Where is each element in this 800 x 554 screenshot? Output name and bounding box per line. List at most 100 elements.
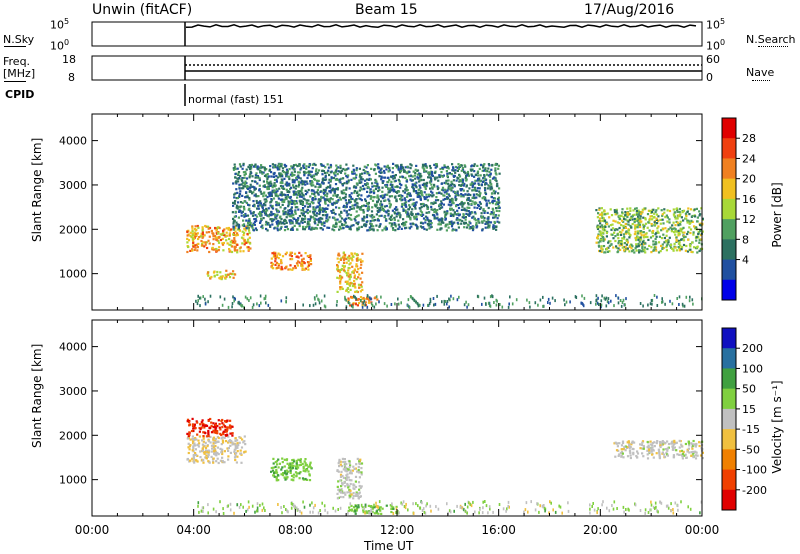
echo-cell [688, 213, 691, 216]
echo-cell [630, 247, 633, 250]
echo-cell [416, 169, 420, 172]
echo-cell [430, 177, 433, 180]
ground-scatter-cell [285, 300, 287, 304]
echo-cell [658, 451, 661, 455]
echo-cell [660, 209, 663, 212]
echo-cell [241, 224, 244, 227]
echo-cell [191, 225, 194, 228]
echo-cell [454, 196, 457, 199]
echo-cell [234, 172, 237, 176]
echo-cell [289, 471, 292, 474]
echo-cell [277, 252, 280, 255]
echo-cell [460, 208, 463, 211]
echo-cell [402, 190, 405, 193]
ground-scatter-cell [443, 299, 446, 303]
freq-left-tick-bottom: 8 [68, 71, 75, 84]
echo-cell [497, 199, 500, 202]
echo-cell [205, 241, 208, 244]
echo-cell [635, 249, 638, 252]
echo-cell [289, 195, 292, 199]
echo-cell [446, 189, 449, 192]
echo-cell [473, 218, 476, 221]
echo-cell [236, 233, 239, 237]
echo-cell [477, 220, 480, 223]
echo-cell [681, 227, 684, 230]
echo-cell [360, 462, 364, 465]
echo-cell [344, 221, 347, 224]
echo-cell [207, 460, 210, 463]
echo-cell [648, 209, 651, 213]
ground-scatter-cell [450, 294, 452, 298]
station-title: Unwin (fitACF) [92, 2, 193, 18]
echo-cell [200, 232, 203, 236]
echo-cell [444, 225, 447, 228]
echo-cell [332, 211, 336, 214]
ground-scatter-cell [231, 305, 233, 309]
echo-cell [383, 171, 386, 174]
echo-cell [422, 205, 425, 208]
echo-cell [233, 193, 236, 196]
echo-cell [616, 221, 619, 224]
echo-cell [463, 182, 466, 185]
ground-scatter-cell [323, 294, 326, 298]
echo-cell [407, 214, 410, 217]
ground-scatter-cell [607, 297, 610, 301]
echo-cell [414, 184, 417, 187]
echo-cell [346, 473, 349, 476]
echo-cell [637, 249, 641, 252]
echo-cell [654, 241, 657, 244]
echo-cell [624, 247, 627, 250]
echo-cell [645, 232, 648, 235]
echo-cell [601, 226, 604, 229]
echo-cell [348, 257, 351, 260]
echo-cell [668, 221, 671, 224]
echo-cell [490, 183, 493, 186]
echo-cell [619, 233, 623, 236]
echo-cell [480, 183, 483, 186]
echo-cell [383, 215, 386, 218]
echo-cell [302, 261, 305, 264]
echo-cell [496, 197, 500, 201]
echo-cell [495, 207, 498, 210]
echo-cell [346, 491, 349, 494]
echo-cell [301, 218, 304, 221]
echo-cell [657, 225, 660, 228]
echo-cell [234, 230, 237, 233]
echo-cell [246, 224, 249, 227]
echo-cell [634, 236, 637, 240]
echo-cell [236, 191, 239, 194]
echo-cell [335, 221, 338, 224]
beam-title: Beam 15 [355, 2, 418, 18]
echo-cell [243, 200, 246, 203]
echo-cell [232, 182, 235, 185]
echo-cell [217, 436, 220, 440]
echo-cell [341, 184, 344, 187]
echo-cell [295, 462, 298, 465]
echo-cell [672, 221, 675, 224]
echo-cell [354, 186, 358, 189]
echo-cell [433, 210, 436, 214]
echo-cell [205, 451, 208, 454]
echo-cell [231, 434, 234, 437]
echo-cell [483, 198, 486, 201]
ground-scatter-cell [241, 304, 243, 308]
echo-cell [239, 250, 242, 253]
echo-cell [437, 223, 440, 226]
ground-scatter-cell [607, 301, 610, 305]
echo-cell [425, 228, 428, 231]
echo-cell [447, 226, 450, 229]
echo-cell [237, 173, 240, 177]
echo-cell [294, 212, 297, 215]
ground-scatter-cell [318, 298, 320, 302]
freq-label: Freq. [3, 55, 31, 68]
echo-cell [336, 178, 339, 181]
echo-cell [597, 244, 600, 247]
echo-cell [340, 190, 343, 193]
echo-cell [302, 212, 305, 215]
echo-cell [437, 179, 440, 182]
echo-cell [686, 232, 689, 236]
echo-cell [290, 255, 293, 258]
echo-cell [416, 227, 419, 230]
echo-cell [678, 248, 681, 251]
echo-cell [475, 221, 478, 225]
